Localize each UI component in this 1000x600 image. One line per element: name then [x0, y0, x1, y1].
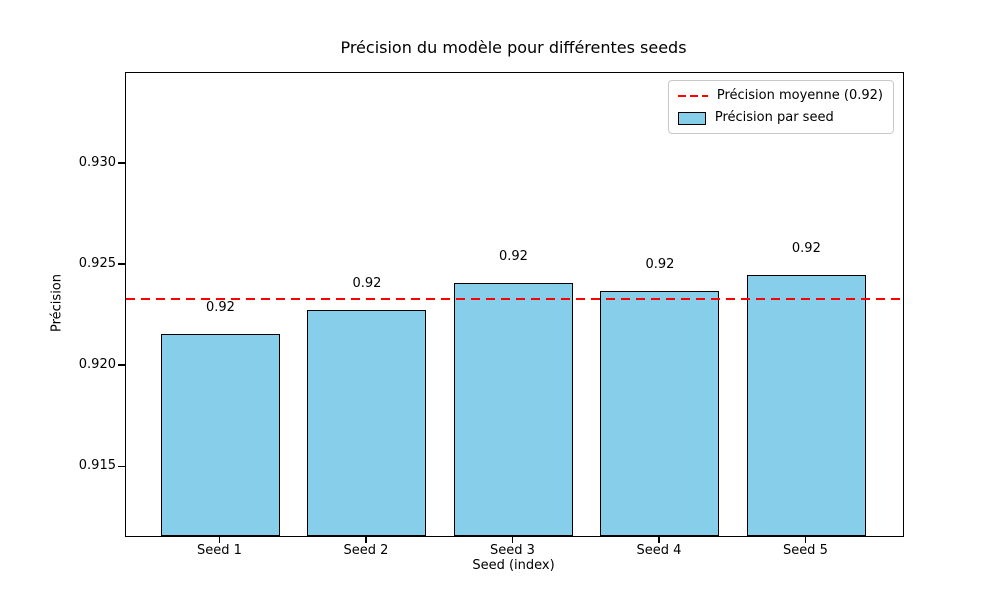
bar-patch-sample-icon: [677, 111, 706, 125]
x-tick-mark: [365, 536, 367, 543]
plot-area: 0.92 0.92 0.92 0.92 0.92: [125, 72, 904, 537]
x-tick-label: Seed 5: [782, 543, 828, 558]
mean-line: [126, 298, 903, 301]
bar-value-label: 0.92: [205, 299, 235, 315]
x-tick-label: Seed 3: [489, 543, 535, 558]
y-axis-label: Précision: [49, 273, 65, 333]
legend-entry-mean: Précision moyenne (0.92): [677, 88, 883, 104]
y-tick-label: 0.915: [78, 458, 116, 474]
x-tick-label: Seed 4: [636, 543, 682, 558]
y-tick-mark: [118, 162, 125, 164]
bar: [600, 291, 720, 536]
legend-entry-mean-label: Précision moyenne (0.92): [716, 88, 883, 103]
bar: [307, 309, 427, 536]
x-axis-label: Seed (index): [472, 558, 555, 573]
x-tick-label: Seed 2: [343, 543, 389, 558]
bar: [453, 283, 573, 536]
y-tick-mark: [118, 465, 125, 467]
x-tick-label: Seed 1: [197, 543, 242, 558]
legend-entry-bars-label: Précision par seed: [714, 110, 834, 125]
x-tick-mark: [804, 536, 807, 543]
y-tick-label: 0.925: [78, 256, 116, 272]
x-tick-mark: [658, 536, 660, 543]
bar: [161, 333, 280, 536]
y-tick-mark: [118, 263, 125, 265]
bar-value-label: 0.92: [352, 275, 382, 291]
x-tick-mark: [511, 536, 514, 543]
bar: [746, 275, 866, 536]
legend: Précision moyenne (0.92) Précision par s…: [667, 80, 894, 134]
bar-value-label: 0.92: [498, 249, 528, 265]
bar-value-label: 0.92: [645, 257, 675, 273]
dashed-line-sample-icon: [677, 95, 708, 97]
x-tick-mark: [218, 536, 221, 543]
y-tick-mark: [118, 364, 125, 366]
y-tick-label: 0.920: [78, 357, 116, 373]
legend-entry-bars: Précision par seed: [677, 110, 883, 126]
y-tick-label: 0.930: [78, 154, 116, 170]
chart-title: Précision du modèle pour différentes see…: [340, 38, 687, 57]
bar-value-label: 0.92: [791, 241, 821, 257]
